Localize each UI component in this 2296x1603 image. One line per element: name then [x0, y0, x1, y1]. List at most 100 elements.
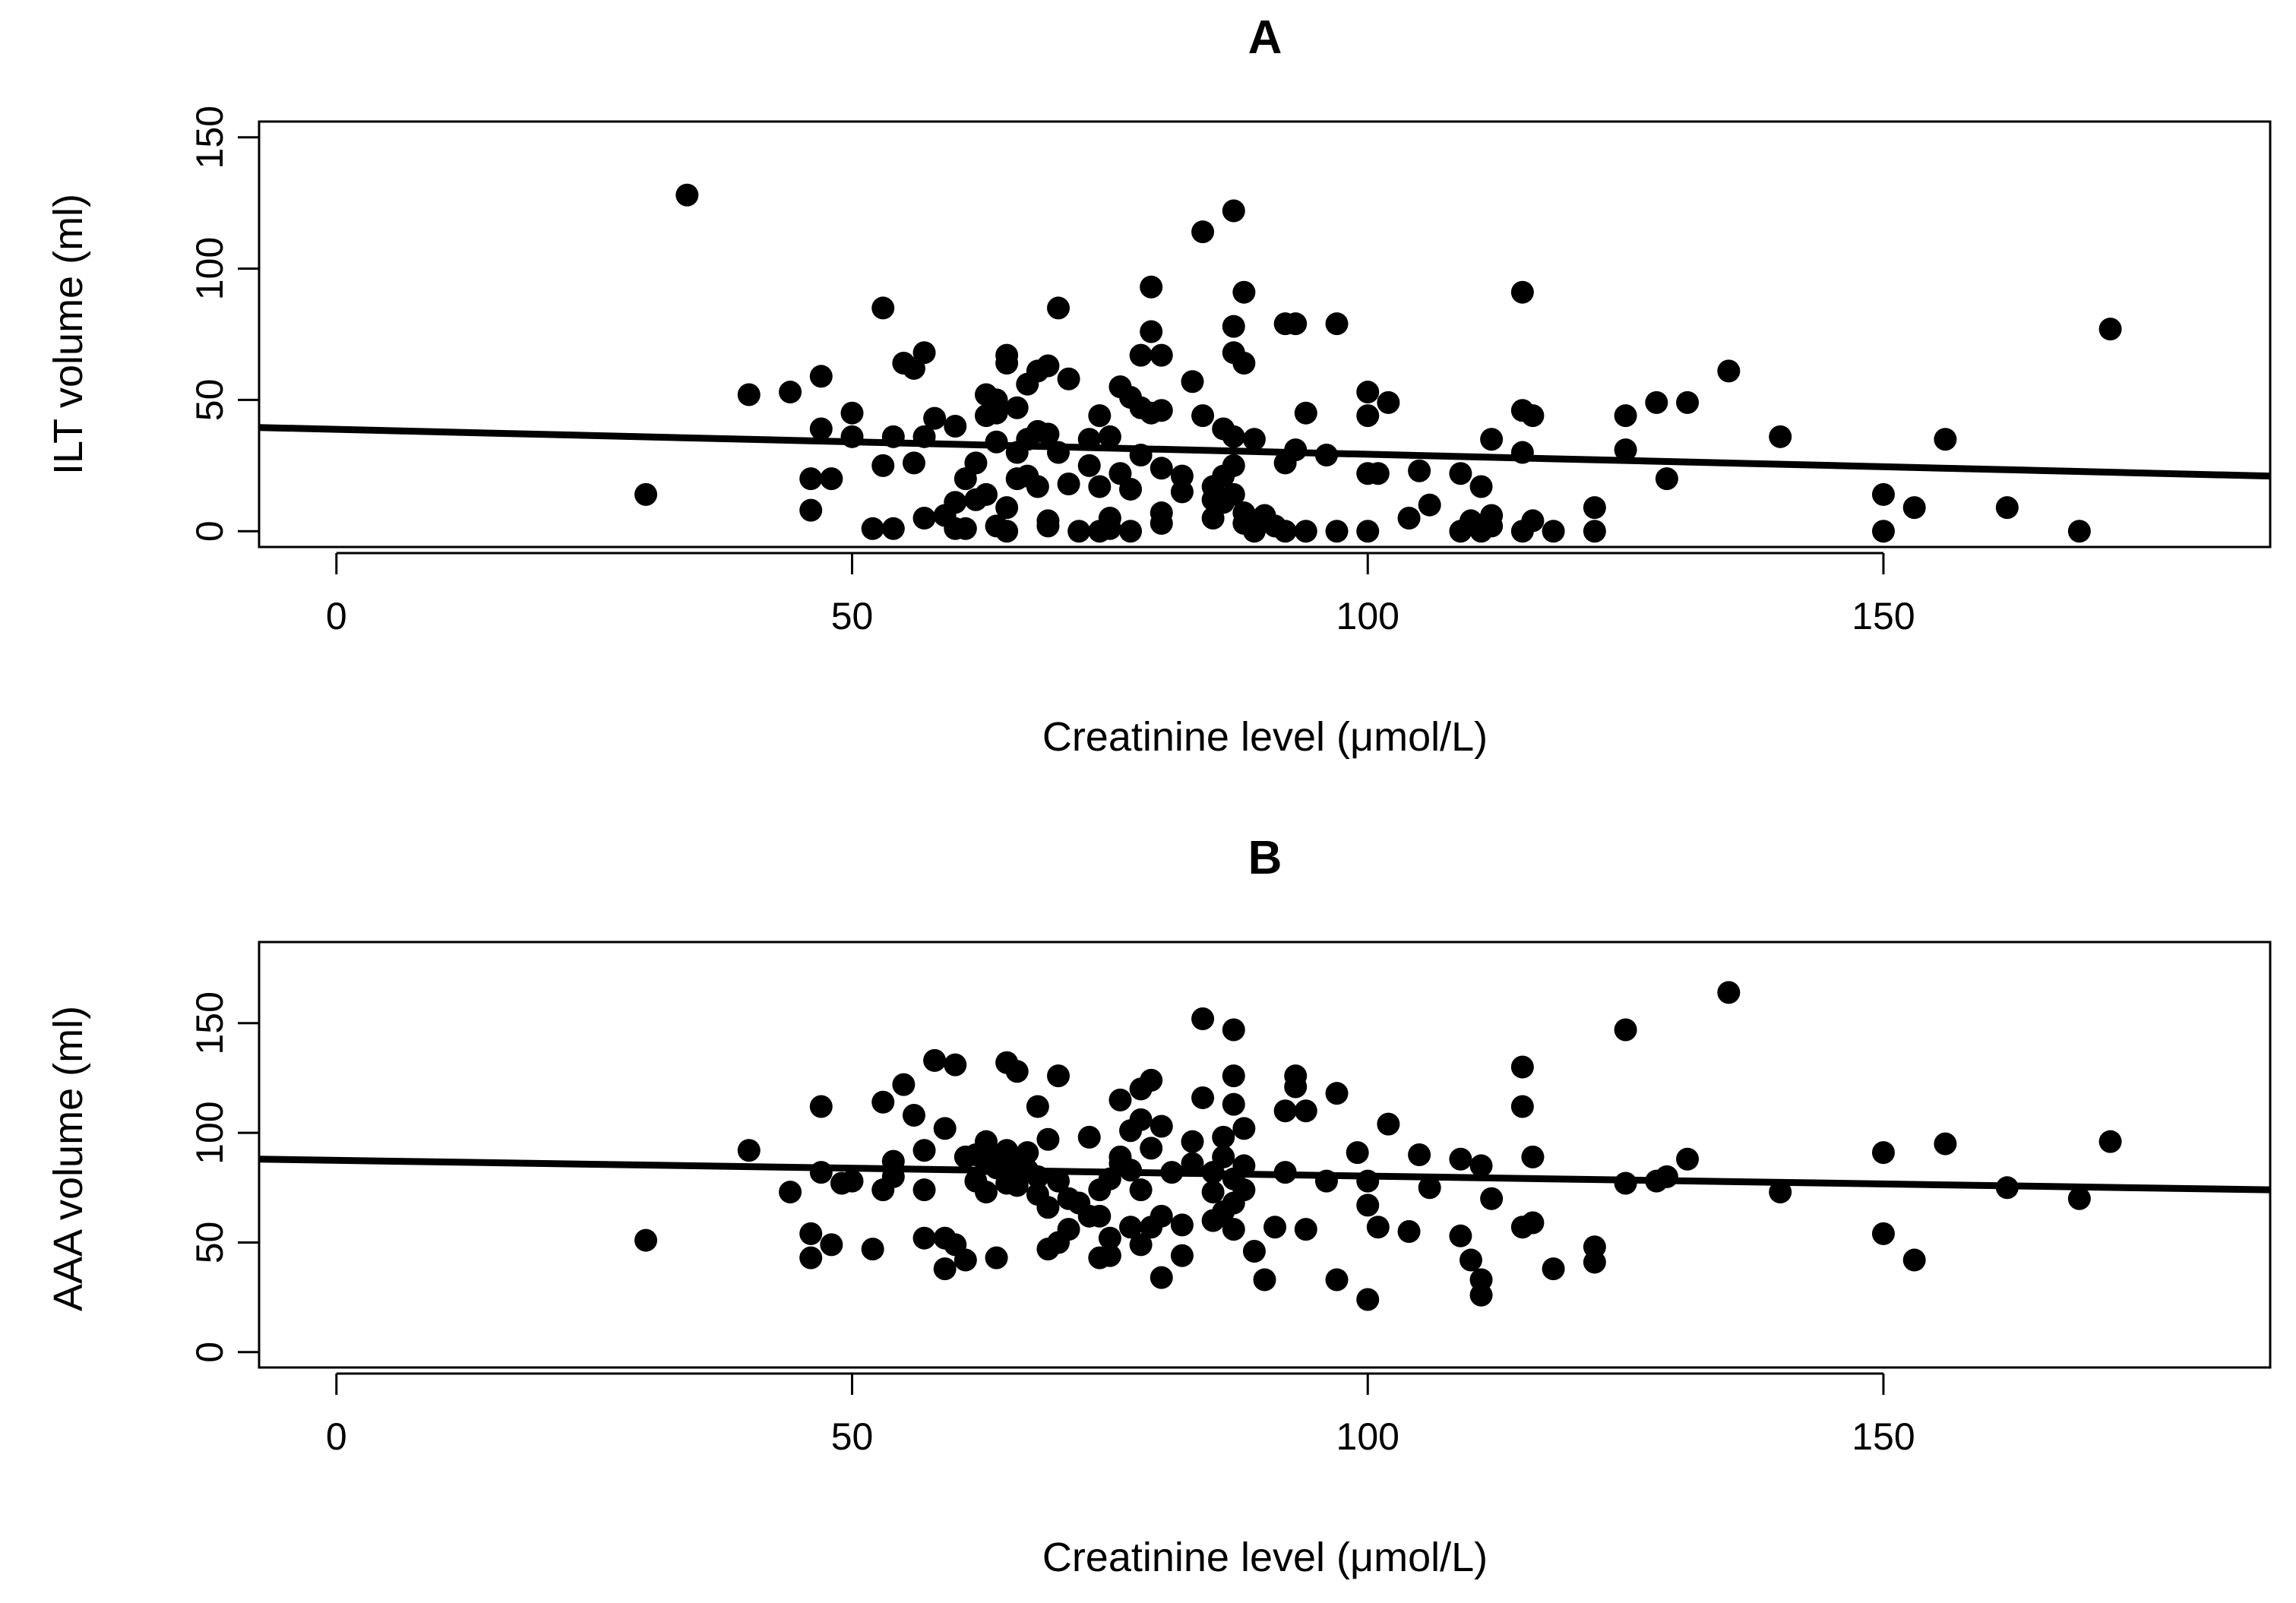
panel-b-point-73 [1129, 1178, 1153, 1202]
panel-a-plot-frame [258, 120, 2272, 549]
panel-a-point-147 [1645, 390, 1668, 414]
panel-a-point-21 [912, 506, 936, 530]
panel-a-point-79 [1150, 457, 1173, 480]
panel-b-point-74 [1129, 1233, 1153, 1257]
panel-b-point-104 [1253, 1268, 1276, 1292]
panel-b-point-52 [1047, 1064, 1071, 1088]
panel-a-point-30 [964, 451, 988, 475]
panel-a-point-96 [1222, 315, 1245, 338]
panel-a-point-37 [985, 388, 1008, 412]
panel-a-point-67 [1098, 425, 1121, 448]
panel-a-point-2 [737, 383, 761, 406]
panel-b-point-34 [985, 1246, 1008, 1269]
panel-a-y-tick-label-50: 50 [188, 379, 231, 422]
panel-b-point-82 [1170, 1213, 1194, 1237]
panel-a-point-6 [809, 365, 833, 388]
panel-a-point-120 [1356, 404, 1380, 428]
panel-b-point-20 [923, 1048, 947, 1072]
panel-b-x-tick-label-0: 0 [326, 1415, 347, 1458]
panel-b-point-78 [1150, 1115, 1173, 1138]
panel-b-point-120 [1377, 1112, 1400, 1136]
panel-a-point-70 [1119, 520, 1143, 543]
panel-b-regression-line [258, 1156, 2271, 1194]
panel-b-point-89 [1201, 1181, 1225, 1204]
panel-b-point-114 [1325, 1268, 1349, 1292]
panel-b-point-2 [779, 1181, 802, 1204]
panel-b-point-26 [954, 1248, 977, 1272]
panel-b-point-70 [1119, 1216, 1143, 1239]
panel-a-point-157 [2067, 520, 2091, 543]
panel-a-point-122 [1356, 520, 1380, 543]
panel-b-point-130 [1480, 1187, 1504, 1210]
panel-a-regression-line [258, 424, 2271, 480]
panel-a-point-4 [799, 467, 823, 491]
panel-b-point-24 [944, 1053, 967, 1077]
panel-a-point-13 [871, 296, 895, 320]
panel-a-point-102 [1232, 352, 1256, 375]
panel-a-point-39 [995, 343, 1019, 367]
panel-a-point-146 [1614, 438, 1637, 462]
panel-a-point-150 [1717, 359, 1741, 383]
panel-a-x-tick-label-50: 50 [831, 595, 874, 637]
panel-a-point-144 [1583, 520, 1606, 543]
panel-b-point-19 [912, 1226, 936, 1250]
panel-b-point-92 [1212, 1145, 1235, 1168]
panel-b-point-123 [1418, 1176, 1441, 1200]
panel-b-point-94 [1222, 1018, 1245, 1042]
panel-b-point-149 [1934, 1132, 1957, 1156]
panel-a-point-112 [1284, 312, 1308, 336]
panel-a-point-8 [820, 467, 843, 491]
panel-a-title: A [1248, 11, 1282, 64]
panel-a-points [634, 183, 2122, 543]
panel-a-point-131 [1469, 475, 1493, 498]
panel-b-point-75 [1140, 1068, 1163, 1092]
panel-b-point-85 [1181, 1130, 1204, 1153]
panel-a-point-59 [1067, 520, 1091, 543]
panel-a-point-54 [1036, 509, 1060, 533]
panel-b-point-151 [2067, 1187, 2091, 1210]
panel-b-point-43 [1016, 1141, 1039, 1165]
panel-a-point-136 [1510, 280, 1534, 304]
panel-b-point-121 [1397, 1220, 1421, 1244]
panel-a-y-axis-label: ILT volume (ml) [46, 194, 91, 475]
panel-a-point-1 [675, 183, 699, 207]
panel-b-point-143 [1676, 1147, 1700, 1171]
panel-b-point-4 [799, 1246, 823, 1269]
panel-a-point-152 [1871, 482, 1895, 506]
panel-b-point-76 [1140, 1137, 1163, 1160]
panel-a-point-73 [1129, 343, 1153, 367]
panel-a-point-76 [1140, 320, 1163, 343]
panel-b-point-145 [1769, 1181, 1792, 1204]
panel-a-point-60 [1077, 454, 1101, 477]
panel-a-x-tick-label-100: 100 [1336, 595, 1399, 637]
panel-a-point-86 [1181, 370, 1204, 394]
panel-b-y-tick-label-50: 50 [188, 1222, 231, 1264]
panel-b-x-tick-label-50: 50 [831, 1415, 874, 1458]
panel-b-point-102 [1232, 1178, 1256, 1202]
panel-b-point-58 [1077, 1125, 1101, 1149]
panel-a-point-15 [881, 517, 905, 540]
panel-a-point-64 [1088, 404, 1112, 428]
panel-b-point-115 [1346, 1141, 1369, 1165]
panel-b-plot-frame [258, 941, 2272, 1369]
panel-b-point-91 [1212, 1125, 1235, 1149]
panel-b: B 0 50 100 150 0 50 100 150 AAA volume (ml) Cr… [46, 832, 2272, 1580]
panel-a-point-115 [1294, 520, 1317, 543]
panel-b-point-64 [1098, 1226, 1121, 1250]
panel-a-point-83 [1150, 511, 1173, 535]
panel-a-point-85 [1170, 480, 1194, 504]
panel-a-point-151 [1769, 425, 1792, 448]
panel-b-x-axis-label: Creatinine level (μmol/L) [1042, 1535, 1488, 1580]
panel-a-point-156 [1995, 496, 2019, 520]
panel-b-point-113 [1325, 1082, 1349, 1105]
panel-b-point-32 [974, 1181, 998, 1204]
panel-a-point-52 [1036, 354, 1060, 378]
panel-b-point-129 [1469, 1283, 1493, 1307]
panel-a-point-95 [1222, 199, 1245, 223]
panel-b-point-142 [1655, 1165, 1678, 1188]
panel-a-x-tick-label-0: 0 [326, 595, 347, 637]
panel-a-point-105 [1242, 428, 1266, 451]
panel-b-point-117 [1356, 1194, 1380, 1217]
panel-b-point-138 [1583, 1250, 1606, 1274]
